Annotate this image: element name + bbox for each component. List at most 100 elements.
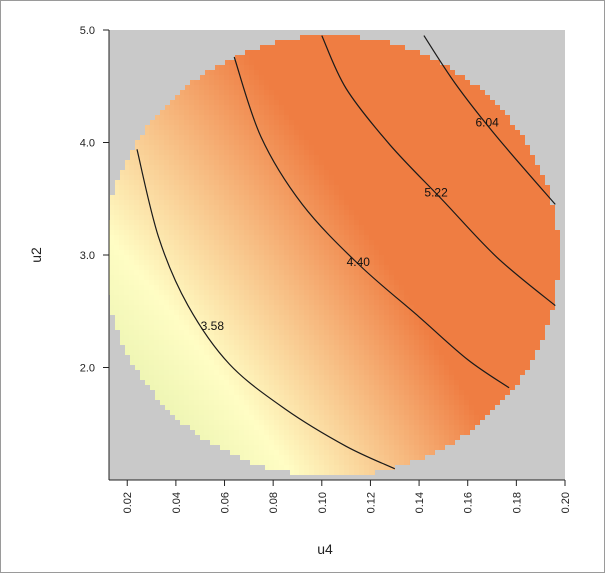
heat-cell <box>469 205 475 211</box>
heat-cell <box>464 195 470 201</box>
heat-cell <box>244 70 250 76</box>
heat-cell <box>164 290 170 296</box>
heat-cell <box>474 160 480 166</box>
heat-cell <box>304 235 310 241</box>
heat-cell <box>139 195 145 201</box>
heat-cell <box>494 200 500 206</box>
heat-cell <box>524 240 530 246</box>
heat-cell <box>239 215 245 221</box>
heat-cell <box>229 280 235 286</box>
heat-cell <box>359 55 365 61</box>
heat-cell <box>149 250 155 256</box>
heat-cell <box>344 205 350 211</box>
heat-cell <box>454 130 460 136</box>
heat-cell <box>194 170 200 176</box>
heat-cell <box>134 140 140 146</box>
heat-cell <box>519 245 525 251</box>
heat-cell <box>434 250 440 256</box>
heat-cell <box>384 255 390 261</box>
heat-cell <box>344 185 350 191</box>
heat-cell <box>479 125 485 131</box>
heat-cell <box>454 270 460 276</box>
heat-cell <box>139 240 145 246</box>
heat-cell <box>349 195 355 201</box>
heat-cell <box>189 150 195 156</box>
heat-cell <box>389 240 395 246</box>
heat-cell <box>224 160 230 166</box>
heat-cell <box>199 145 205 151</box>
heat-cell <box>459 180 465 186</box>
heat-cell <box>419 155 425 161</box>
heat-cell <box>534 230 540 236</box>
heat-cell <box>379 255 385 261</box>
heat-cell <box>374 170 380 176</box>
heat-cell <box>324 200 330 206</box>
heat-cell <box>434 205 440 211</box>
heat-cell <box>409 135 415 141</box>
heat-cell <box>389 100 395 106</box>
heat-cell <box>389 65 395 71</box>
heat-cell <box>404 205 410 211</box>
heat-cell <box>474 265 480 271</box>
heat-cell <box>509 255 515 261</box>
heat-cell <box>419 145 425 151</box>
heat-cell <box>149 170 155 176</box>
heat-cell <box>414 70 420 76</box>
heat-cell <box>179 110 185 116</box>
heat-cell <box>394 215 400 221</box>
heat-cell <box>354 40 360 46</box>
heat-cell <box>279 135 285 141</box>
heat-cell <box>349 180 355 186</box>
heat-cell <box>374 205 380 211</box>
heat-cell <box>374 85 380 91</box>
heat-cell <box>309 245 315 251</box>
heat-cell <box>489 105 495 111</box>
heat-cell <box>494 290 500 296</box>
heat-cell <box>139 190 145 196</box>
heat-cell <box>199 210 205 216</box>
heat-cell <box>504 230 510 236</box>
heat-cell <box>239 145 245 151</box>
heat-cell <box>524 295 530 301</box>
heat-cell <box>234 70 240 76</box>
heat-cell <box>474 295 480 301</box>
heat-cell <box>474 210 480 216</box>
heat-cell <box>429 295 435 301</box>
heat-cell <box>389 195 395 201</box>
heat-cell <box>429 195 435 201</box>
heat-cell <box>244 260 250 266</box>
heat-cell <box>284 270 290 276</box>
heat-cell <box>504 185 510 191</box>
heat-cell <box>334 45 340 51</box>
heat-cell <box>469 135 475 141</box>
heat-cell <box>294 250 300 256</box>
heat-cell <box>179 205 185 211</box>
heat-cell <box>179 195 185 201</box>
heat-cell <box>534 265 540 271</box>
heat-cell <box>354 180 360 186</box>
heat-cell <box>504 150 510 156</box>
heat-cell <box>449 100 455 106</box>
heat-cell <box>219 150 225 156</box>
heat-cell <box>279 155 285 161</box>
heat-cell <box>439 270 445 276</box>
heat-cell <box>164 220 170 226</box>
heat-cell <box>554 265 560 271</box>
heat-cell <box>329 75 335 81</box>
heat-cell <box>404 225 410 231</box>
heat-cell <box>384 100 390 106</box>
heat-cell <box>414 260 420 266</box>
heat-cell <box>164 195 170 201</box>
heat-cell <box>514 185 520 191</box>
heat-cell <box>489 280 495 286</box>
heat-cell <box>509 205 515 211</box>
heat-cell <box>229 90 235 96</box>
heat-cell <box>314 265 320 271</box>
heat-cell <box>409 150 415 156</box>
heat-cell <box>224 285 230 291</box>
heat-cell <box>199 150 205 156</box>
heat-cell <box>319 100 325 106</box>
heat-cell <box>289 155 295 161</box>
heat-cell <box>174 155 180 161</box>
heat-cell <box>434 65 440 71</box>
